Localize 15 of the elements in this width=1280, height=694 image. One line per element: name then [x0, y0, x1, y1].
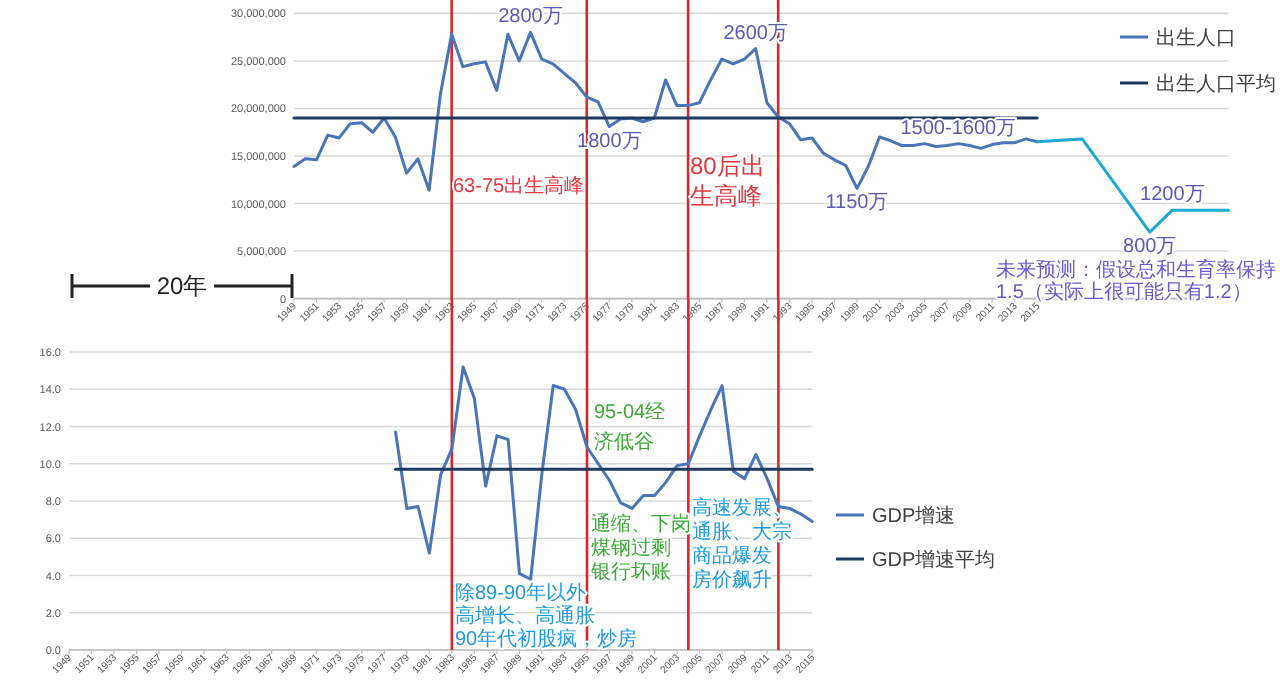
annotation: 800万	[1123, 236, 1177, 259]
annotation: 1200万	[1140, 184, 1205, 207]
annotation: 80后出生高峰	[690, 152, 765, 210]
annotation: 未来预测：假设总和生育率保持1.5（实际上很可能只有1.2）	[996, 258, 1276, 304]
line-series	[1035, 137, 1231, 234]
legend-label: 出生人口	[1156, 26, 1236, 50]
annotation: 63-75出生高峰	[453, 174, 585, 198]
annotation: 1150万	[825, 192, 889, 215]
legend-label: 出生人口平均	[1156, 72, 1276, 96]
annotation: 2800万	[498, 6, 563, 29]
annotation: 95-04经济低谷	[594, 400, 666, 454]
annotation: 1500-1600万	[900, 117, 1017, 140]
legend-label: GDP增速平均	[872, 548, 996, 572]
text: 20年	[156, 272, 208, 300]
legend-label: GDP增速	[872, 504, 956, 528]
